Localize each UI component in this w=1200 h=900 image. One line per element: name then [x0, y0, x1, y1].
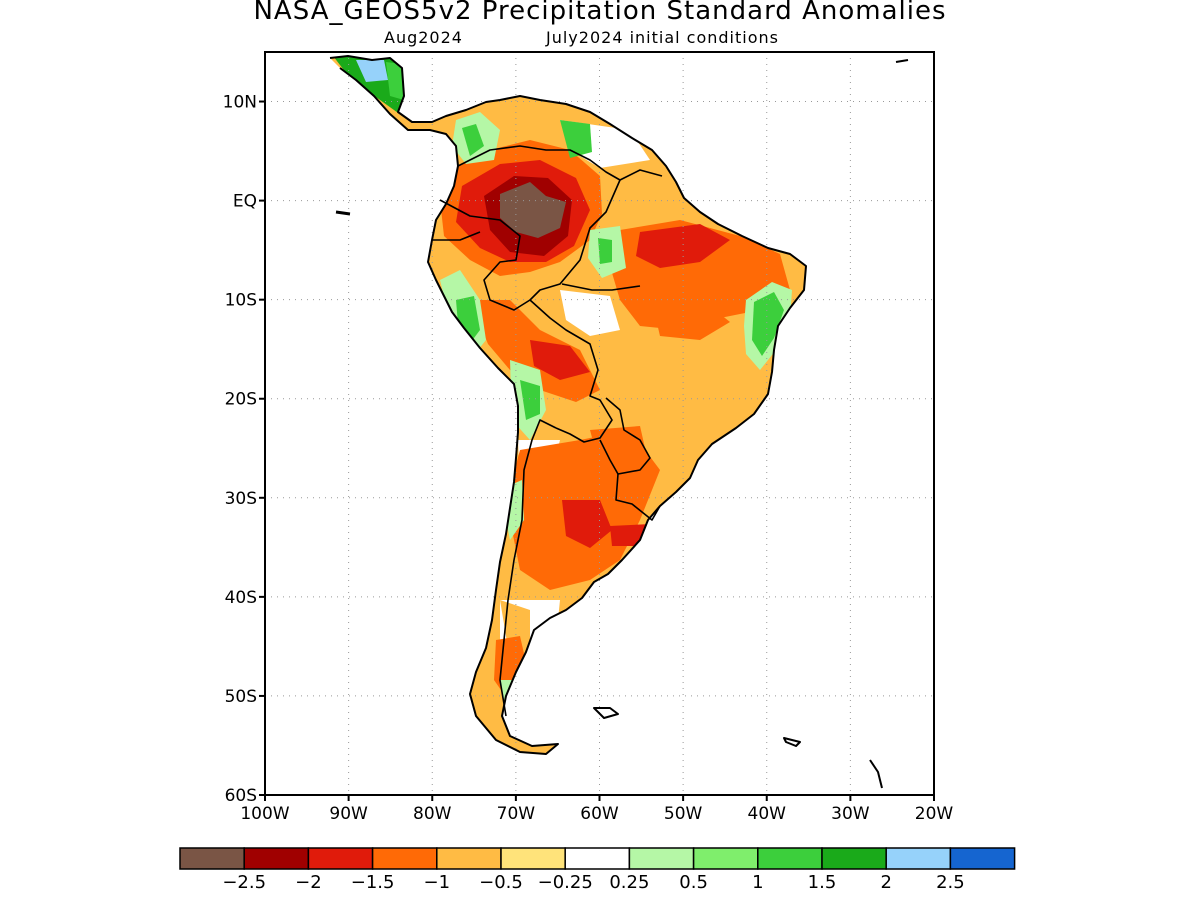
map-title: NASA_GEOS5v2 Precipitation Standard Anom…	[253, 0, 947, 26]
colorbar-swatch	[757, 847, 823, 870]
colorbar-label: −1.5	[351, 872, 395, 893]
colorbar-swatch	[500, 847, 566, 870]
colorbar-label: 1.5	[808, 872, 837, 893]
latitude-axis: 10N EQ 10S 20S 30S 40S 50S 60S	[223, 93, 265, 806]
lon-tick-label: 60W	[580, 804, 619, 824]
lon-tick-label: 90W	[329, 804, 368, 824]
lat-tick-label: EQ	[233, 192, 257, 212]
colorbar-swatch	[692, 847, 759, 870]
colorbar-swatch	[243, 847, 310, 870]
forecast-month: Aug2024	[384, 28, 463, 47]
lat-tick-label: 20S	[225, 390, 257, 410]
colorbar-label: −0.25	[538, 872, 593, 893]
lon-tick-label: 40W	[748, 804, 787, 824]
colorbar: −2.5 −2 −1.5 −1 −0.5 −0.25 0.25 0.5 1 1.5 2 2.5	[179, 847, 1016, 893]
colorbar-label: −2	[295, 872, 322, 893]
lon-tick-label: 20W	[915, 804, 954, 824]
lat-tick-label: 10S	[225, 291, 257, 311]
lon-tick-label: 30W	[831, 804, 870, 824]
colorbar-swatch	[564, 847, 631, 870]
lat-tick-label: 50S	[225, 687, 257, 707]
longitude-axis: 100W 90W 80W 70W 60W 50W 40W 30W 20W	[240, 795, 953, 824]
colorbar-label: 2.5	[936, 872, 965, 893]
colorbar-label: 0.5	[679, 872, 708, 893]
colorbar-swatch	[821, 847, 887, 870]
lon-tick-label: 100W	[240, 804, 289, 824]
initial-conditions: July2024 initial conditions	[546, 28, 779, 47]
country-borders	[432, 145, 663, 717]
lon-tick-label: 70W	[497, 804, 536, 824]
colorbar-label: 2	[880, 872, 891, 893]
lat-tick-label: 40S	[225, 588, 257, 608]
colorbar-swatch	[307, 847, 374, 870]
lat-tick-label: 10N	[223, 93, 257, 113]
colorbar-label: −1	[424, 872, 451, 893]
lat-tick-label: 30S	[225, 489, 257, 509]
colorbar-swatch	[885, 847, 952, 870]
colorbar-label: 0.25	[609, 872, 649, 893]
colorbar-swatch	[179, 847, 245, 870]
colorbar-label: −2.5	[222, 872, 266, 893]
colorbar-label: 1	[752, 872, 763, 893]
coastlines	[329, 55, 909, 789]
lon-tick-label: 80W	[413, 804, 452, 824]
colorbar-swatch	[628, 847, 695, 870]
colorbar-label: −0.5	[479, 872, 523, 893]
colorbar-swatch	[949, 847, 1016, 870]
colorbar-swatch	[436, 847, 502, 870]
lon-tick-label: 50W	[664, 804, 703, 824]
lat-tick-label: 60S	[225, 786, 257, 806]
colorbar-swatch	[371, 847, 438, 870]
